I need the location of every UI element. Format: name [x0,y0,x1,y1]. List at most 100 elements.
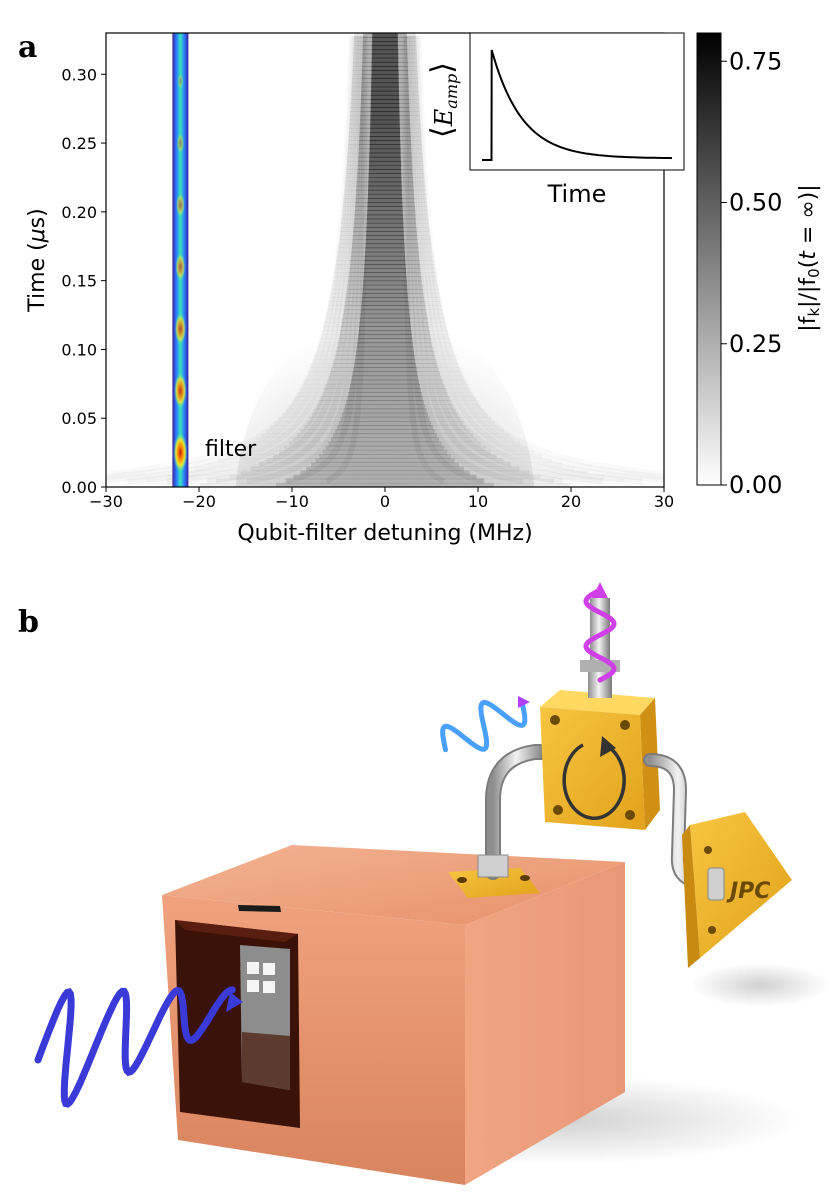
peak-band [349,268,421,273]
peak-band [358,334,412,339]
x-axis-label: Qubit-filter detuning (MHz) [237,521,532,546]
peak-band [352,74,418,79]
peak-band [327,305,443,311]
peak-band [347,152,423,158]
peak-band [342,210,428,216]
peak-band [367,210,403,216]
peak-band [345,297,425,302]
peak-band [355,354,415,360]
jpc-shadow [690,963,830,1007]
colorbar: 0.00 0.25 0.50 0.75 |fk|/|f0(t = ∞)| [696,32,823,499]
peak-band [229,474,541,480]
peak-band [352,371,418,377]
peak-band [305,375,465,381]
peak-band [338,239,432,245]
filter-line [172,33,189,487]
inset-frame [469,32,685,171]
y-tick-label: 0.30 [61,65,97,84]
peak-band [348,392,422,397]
peak-band [322,326,448,331]
peak-band [353,222,417,228]
peak-band [328,375,442,381]
peak-band [359,123,411,129]
peak-band [371,86,399,92]
peak-band [359,140,411,145]
peak-band [335,264,435,269]
peak-band [347,280,422,286]
peak-band [227,454,543,459]
peak-band [346,165,424,170]
peak-band [359,132,411,137]
peak-band [360,313,410,319]
peak-band [357,160,413,166]
peak-band [328,441,442,447]
peak-band [339,334,431,339]
peak-band [207,462,562,467]
peak-band [353,367,417,372]
peak-band [270,425,499,430]
y-tick-label: 0.25 [61,134,97,153]
peak-band [359,136,411,141]
peak-band [349,387,421,393]
peak-band [368,181,402,187]
colorbar-tick-label: 0.00 [729,471,782,499]
peak-band [369,160,401,166]
peak-band [343,408,427,414]
peak-band [361,297,409,302]
peak-band [362,293,408,298]
output-wave [583,587,617,683]
peak-band [318,400,452,405]
peak-band [345,301,425,306]
peak-band [282,413,488,418]
peak-band [336,346,434,352]
peak-band [331,367,439,372]
peak-band [199,482,571,487]
peak-band [182,471,589,476]
peak-band [341,321,429,327]
peak-band [348,140,422,145]
peak-band [368,177,402,183]
peak-band [368,189,402,195]
peak-band [363,280,407,286]
peak-band [370,111,400,117]
peak-band [351,94,419,100]
colorbar-tick-label: 0.25 [729,330,782,358]
peak-band [337,247,433,253]
peak-band [353,57,417,63]
peak-band [320,396,450,401]
peak-band [349,127,421,133]
peak-band [297,392,474,397]
peak-band [348,272,421,278]
peak-band [371,82,399,88]
peak-band [363,33,407,38]
peak-band [313,354,456,360]
peak-band [342,206,428,211]
jpc-device: JPC [682,812,792,968]
peak-band [325,317,445,323]
inset-chart: Time ⟨Eamp⟩ [425,32,685,208]
filter-line-maximum [175,252,186,281]
peak-band [349,119,421,125]
peak-band [334,268,436,273]
peak-band [338,338,432,344]
peak-band [365,247,405,253]
peak-band [350,103,420,108]
peak-band [309,416,461,422]
peak-band [293,474,477,480]
peak-band [362,61,408,67]
y-tick-label: 0.10 [61,340,97,359]
peak-band [354,214,416,220]
peak-band [357,165,413,170]
peak-band [357,342,413,348]
peak-band [350,255,420,261]
peak-band [312,359,458,364]
peak-band [311,462,459,467]
peak-band [366,222,404,228]
peak-band [279,417,492,422]
peak-band [343,313,427,319]
peak-band [195,466,574,471]
peak-band [266,458,504,463]
peak-band [333,359,437,364]
peak-band [284,445,486,451]
peak-band [319,454,451,459]
